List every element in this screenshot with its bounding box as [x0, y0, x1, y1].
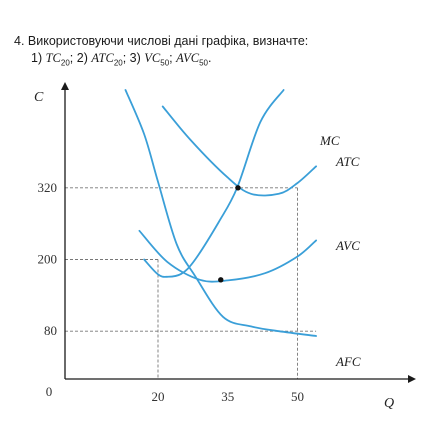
task-text: 4. Використовуючи числові дані графіка, … — [14, 33, 414, 72]
curve-label-mc: MC — [319, 133, 340, 148]
curve-atc — [161, 105, 317, 197]
y-axis-label: C — [34, 90, 44, 105]
curve-label-avc: AVC — [335, 238, 360, 253]
intersection-point-2 — [218, 277, 224, 283]
x-tick-50: 50 — [291, 389, 304, 404]
x-tick-20: 20 — [152, 389, 165, 404]
task-item-1: 1) TC20; — [31, 51, 77, 68]
curve-label-atc: ATC — [335, 154, 360, 169]
curve-label-afc: AFC — [335, 354, 361, 369]
intersection-point-1 — [235, 185, 241, 191]
curve-afc — [124, 89, 317, 337]
x-axis-label: Q — [384, 396, 394, 411]
task-intro: Використовуючи числові дані графіка, виз… — [27, 34, 309, 48]
y-tick-320: 320 — [38, 180, 58, 195]
task-item-2: 2) ATC20; — [76, 51, 130, 68]
y-tick-200: 200 — [38, 252, 58, 267]
task-number: 4. — [14, 34, 25, 48]
task-items: 1) TC20; 2) ATC20; 3) VC50; AVC50. — [14, 50, 414, 72]
x-axis-arrow — [408, 375, 416, 383]
y-tick-80: 80 — [44, 323, 57, 338]
task-item-3: 3) VC50; — [129, 51, 177, 68]
curve-mc — [143, 89, 285, 278]
y-axis-arrow — [61, 82, 69, 90]
curve-avc — [138, 229, 317, 283]
x-tick-35: 35 — [221, 389, 234, 404]
x-tick-0: 0 — [46, 384, 53, 399]
task-item-4: AVC50. — [176, 51, 212, 68]
